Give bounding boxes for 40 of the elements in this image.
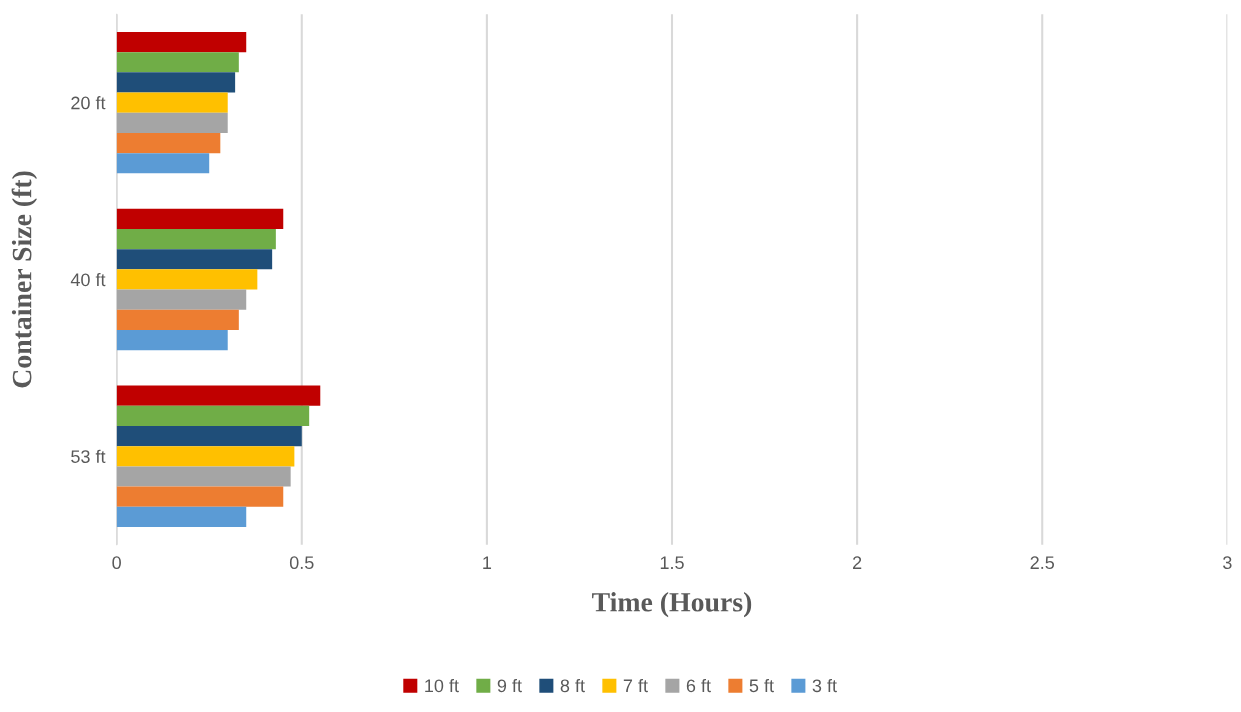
bar <box>116 208 284 229</box>
bar <box>116 269 258 290</box>
bar <box>116 112 228 133</box>
bar <box>116 486 284 507</box>
y-tick-label: 20 ft <box>71 96 106 110</box>
bar <box>116 228 276 250</box>
x-tick-label: 0 <box>112 556 121 570</box>
bar <box>116 425 302 447</box>
legend-label: 9 ft <box>497 678 522 693</box>
bar <box>116 329 228 351</box>
bar <box>116 506 247 527</box>
bar <box>116 92 228 113</box>
legend-label: 6 ft <box>686 678 711 693</box>
x-axis-title: Time (Hours) <box>592 592 752 618</box>
legend-label: 7 ft <box>623 678 648 693</box>
bar <box>116 446 295 467</box>
bar <box>116 385 321 406</box>
bar <box>116 132 221 154</box>
bar <box>116 289 247 310</box>
y-tick-label: 53 ft <box>71 449 106 463</box>
legend-label: 10 ft <box>425 678 459 693</box>
bar <box>116 31 247 53</box>
y-tick-label: 40 ft <box>70 272 106 287</box>
bar <box>116 153 210 174</box>
bar <box>116 72 236 93</box>
x-tick-label: 1.5 <box>660 556 684 570</box>
x-tick-label: 0.5 <box>289 556 314 570</box>
legend-label: 8 ft <box>560 678 585 693</box>
bar <box>116 309 239 330</box>
legend-label: 5 ft <box>749 678 774 693</box>
x-tick-label: 3 <box>1223 556 1232 570</box>
legend-label: 3 ft <box>812 678 837 693</box>
bar <box>116 466 291 487</box>
bar <box>116 52 239 73</box>
x-tick-label: 1 <box>483 556 492 569</box>
y-axis-title: Container Size (ft) <box>11 171 38 388</box>
bar <box>116 405 310 426</box>
x-tick-label: 2.5 <box>1030 556 1055 570</box>
bar <box>116 249 273 270</box>
x-tick-label: 2 <box>853 556 862 569</box>
